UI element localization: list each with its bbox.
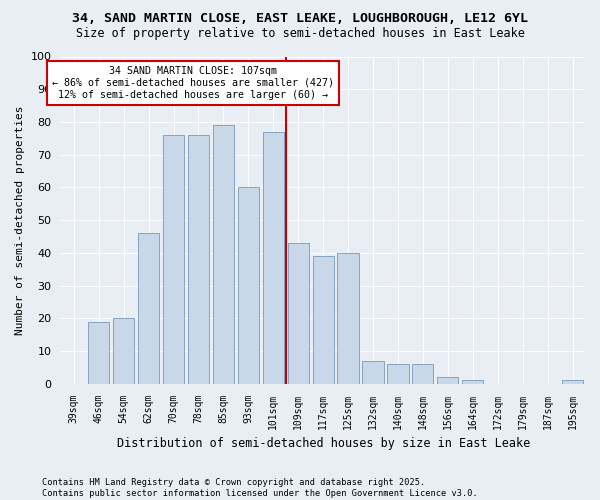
Bar: [388, 364, 409, 384]
Bar: [287, 243, 309, 384]
Bar: [437, 377, 458, 384]
Bar: [238, 188, 259, 384]
Bar: [213, 125, 234, 384]
Bar: [462, 380, 484, 384]
Bar: [163, 135, 184, 384]
Bar: [362, 361, 383, 384]
Bar: [113, 318, 134, 384]
Text: 34, SAND MARTIN CLOSE, EAST LEAKE, LOUGHBOROUGH, LE12 6YL: 34, SAND MARTIN CLOSE, EAST LEAKE, LOUGH…: [72, 12, 528, 26]
Bar: [562, 380, 583, 384]
Bar: [337, 253, 359, 384]
Y-axis label: Number of semi-detached properties: Number of semi-detached properties: [15, 106, 25, 335]
X-axis label: Distribution of semi-detached houses by size in East Leake: Distribution of semi-detached houses by …: [116, 437, 530, 450]
Bar: [412, 364, 433, 384]
Bar: [88, 322, 109, 384]
Text: Contains HM Land Registry data © Crown copyright and database right 2025.
Contai: Contains HM Land Registry data © Crown c…: [42, 478, 478, 498]
Text: 34 SAND MARTIN CLOSE: 107sqm
← 86% of semi-detached houses are smaller (427)
12%: 34 SAND MARTIN CLOSE: 107sqm ← 86% of se…: [52, 66, 334, 100]
Bar: [263, 132, 284, 384]
Bar: [138, 233, 159, 384]
Bar: [313, 256, 334, 384]
Bar: [188, 135, 209, 384]
Text: Size of property relative to semi-detached houses in East Leake: Size of property relative to semi-detach…: [76, 28, 524, 40]
